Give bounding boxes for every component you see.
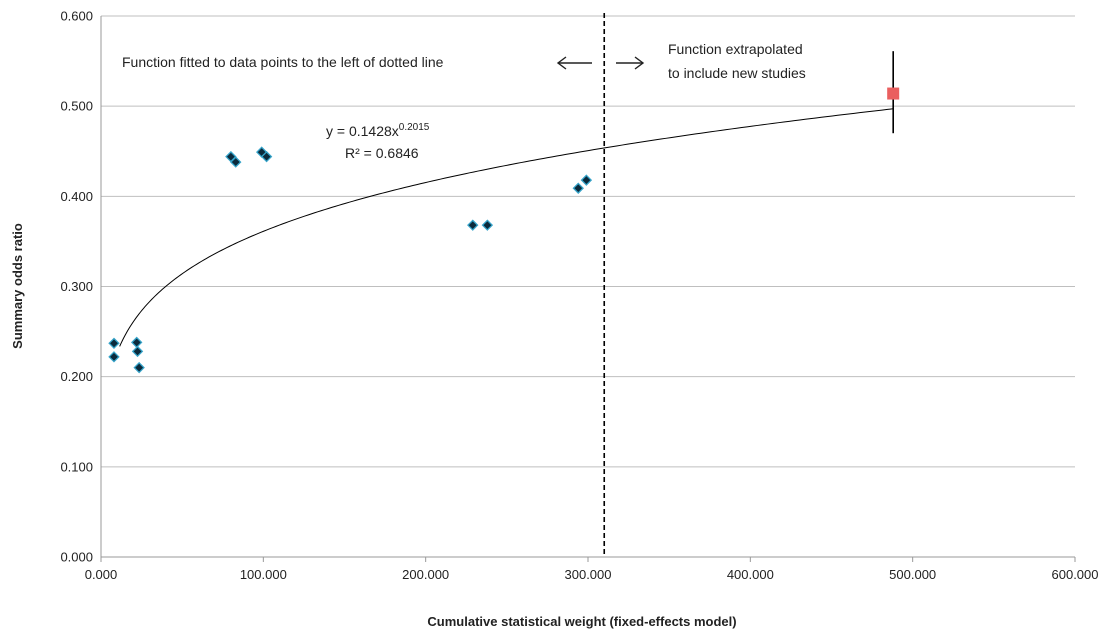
annotation-right-line2: to include new studies: [668, 65, 806, 81]
y-tick-label: 0.600: [60, 9, 93, 24]
data-point: [230, 156, 242, 168]
annotation-right-line1: Function extrapolated: [668, 41, 803, 57]
data-point: [108, 337, 120, 350]
y-tick-label: 0.300: [60, 279, 93, 294]
data-point: [108, 351, 120, 363]
y-tick-label: 0.500: [60, 99, 93, 114]
x-tick-label: 600.000: [1052, 567, 1099, 582]
data-point: [260, 150, 273, 163]
x-tick-label: 200.000: [402, 567, 449, 582]
fit-curve-layer: [119, 108, 894, 347]
annotation-left: Function fitted to data points to the le…: [122, 54, 444, 70]
x-axis-title: Cumulative statistical weight (fixed-eff…: [427, 614, 736, 629]
data-point: [481, 219, 494, 231]
arrow-left-icon: [556, 56, 592, 70]
data-point: [467, 219, 479, 231]
data-point: [130, 336, 143, 349]
fit-equation-exponent: 0.2015: [399, 122, 430, 133]
fit-equation: y = 0.1428x0.2015: [326, 122, 430, 139]
fit-equation-base: y = 0.1428x: [326, 123, 399, 139]
axes: [100, 16, 1076, 562]
x-tick-label: 300.000: [565, 567, 612, 582]
data-point: [572, 182, 584, 194]
arrow-right-icon: [616, 56, 645, 70]
y-tick-label: 0.000: [60, 550, 93, 565]
x-tick-label: 100.000: [240, 567, 287, 582]
y-tick-label: 0.100: [60, 459, 93, 474]
data-points: [108, 51, 900, 374]
fit-curve: [119, 108, 894, 347]
x-tick-label: 400.000: [727, 567, 774, 582]
data-point: [133, 361, 145, 374]
data-point: [580, 174, 593, 186]
y-tick-label: 0.400: [60, 189, 93, 204]
data-point: [131, 345, 144, 358]
x-tick-label: 0.000: [85, 567, 118, 582]
y-axis-title: Summary odds ratio: [10, 223, 25, 349]
gridlines: [101, 15, 1075, 468]
x-tick-label: 500.000: [889, 567, 936, 582]
tick-labels: 0.000 0.100 0.200 0.300 0.400 0.500 0.600 0.000…: [60, 9, 1098, 583]
fit-r2: R² = 0.6846: [345, 145, 419, 161]
new-study-point: [887, 87, 900, 100]
y-tick-label: 0.200: [60, 369, 93, 384]
